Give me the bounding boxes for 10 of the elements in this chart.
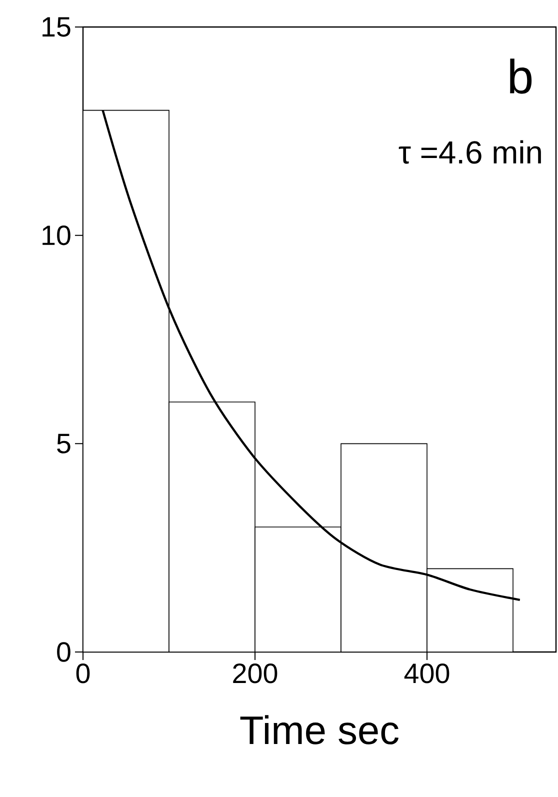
x-tick-label: 400 bbox=[404, 664, 450, 684]
x-axis-title: Time sec bbox=[240, 715, 398, 744]
annotation: τ =4.6 min bbox=[398, 140, 541, 164]
x-tick-label: 0 bbox=[76, 664, 90, 684]
y-tick-label: 15 bbox=[42, 17, 70, 37]
y-tick-label: 10 bbox=[42, 225, 70, 246]
annotation: b bbox=[510, 58, 532, 94]
x-tick-label: 200 bbox=[233, 664, 278, 684]
y-tick-label: 5 bbox=[57, 434, 70, 454]
y-tick-label: 0 bbox=[57, 642, 70, 662]
